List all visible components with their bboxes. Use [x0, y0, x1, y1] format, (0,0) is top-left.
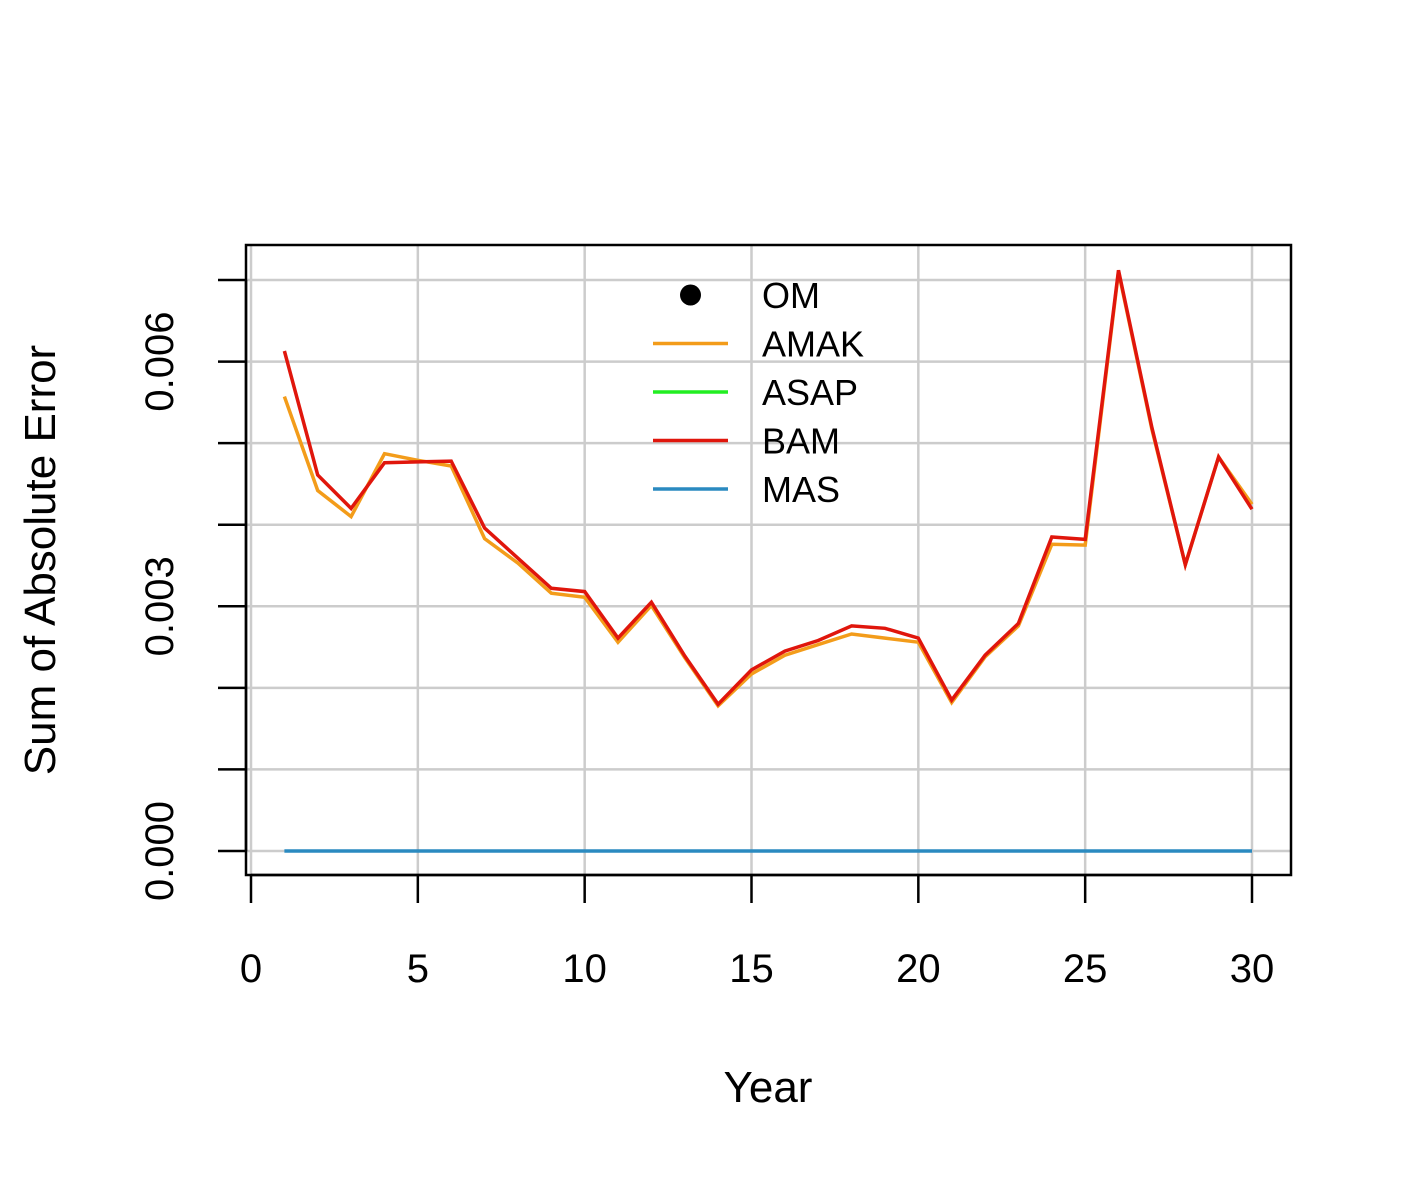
legend-label-om: OM [762, 275, 820, 316]
legend: OM AMAK ASAP BAM MAS [653, 275, 864, 510]
x-tick-label: 15 [729, 947, 774, 991]
y-tick-label: 0.000 [138, 801, 182, 901]
legend-label-asap: ASAP [762, 372, 858, 413]
series [282, 269, 1254, 853]
x-axis-title: Year [724, 1063, 813, 1112]
series-line-bam [282, 269, 1254, 707]
y-tick-label: 0.003 [138, 556, 182, 656]
y-axis-title: Sum of Absolute Error [16, 345, 65, 775]
x-tick-label: 10 [562, 947, 607, 991]
grid [246, 245, 1291, 875]
axes: 0 5 10 15 20 25 30 0.000 0.003 0.006 [138, 278, 1275, 991]
x-tick-label: 20 [896, 947, 941, 991]
legend-marker-om [680, 284, 701, 306]
x-tick-label: 5 [407, 947, 429, 991]
legend-label-bam: BAM [762, 421, 840, 462]
legend-label-mas: MAS [762, 469, 840, 510]
x-tick-label: 0 [240, 947, 262, 991]
x-tick-label: 25 [1063, 947, 1108, 991]
legend-label-amak: AMAK [762, 324, 864, 365]
x-tick-label: 30 [1230, 947, 1275, 991]
y-tick-label: 0.006 [138, 312, 182, 412]
